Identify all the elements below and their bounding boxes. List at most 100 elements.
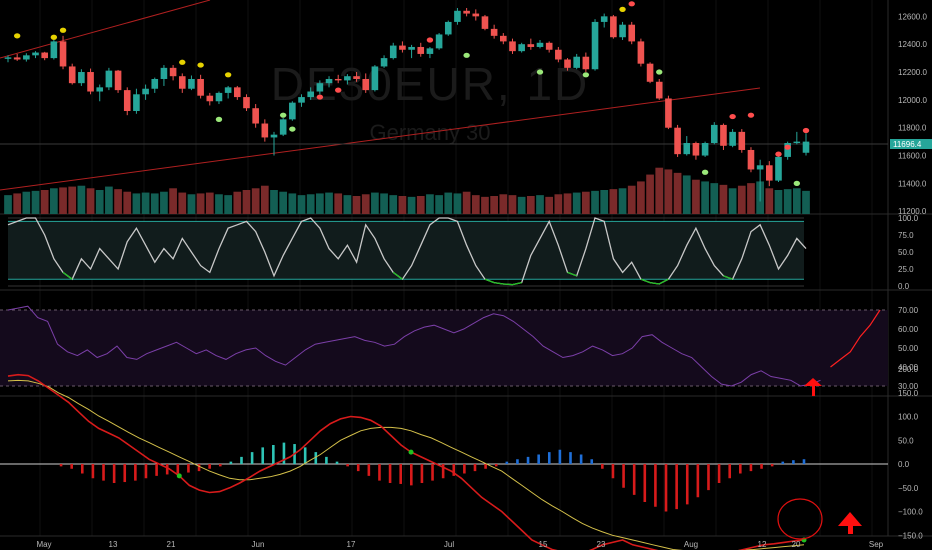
candle-body	[279, 119, 287, 135]
candle-body	[500, 35, 507, 42]
candle-body	[472, 13, 480, 17]
date-tick-label: 17	[347, 540, 356, 549]
macd-histogram-bar	[80, 464, 84, 474]
signal-dot	[316, 94, 324, 100]
volume-bar	[600, 190, 609, 214]
signal-dot	[628, 1, 635, 7]
stochastic-oversold-segment	[649, 281, 660, 285]
date-tick-label: 20	[792, 540, 801, 549]
macd-histogram-bar	[325, 456, 328, 464]
candle-body	[123, 90, 131, 111]
signal-dot	[224, 72, 232, 78]
macd-tick-label: 100.0	[898, 413, 919, 422]
macd-histogram-bar	[739, 464, 742, 474]
macd-histogram	[59, 442, 806, 512]
macd-histogram-bar	[526, 456, 530, 464]
signal-dot	[426, 37, 434, 43]
candle-body	[582, 56, 590, 70]
candle-body	[417, 46, 425, 54]
macd-histogram-bar	[463, 464, 466, 474]
volume-bar	[508, 195, 517, 214]
candle-body	[96, 87, 104, 92]
price-tick-label: 11200.0	[898, 207, 927, 216]
candle-body	[701, 143, 709, 156]
candle-body	[408, 46, 415, 50]
stochastic-oversold-segment	[512, 281, 522, 286]
last-price-label: 11696.4	[893, 140, 922, 149]
signal-dot	[656, 69, 663, 75]
macd-histogram-bar	[569, 452, 572, 464]
candle-body	[527, 44, 535, 47]
macd-histogram-bar	[410, 464, 413, 486]
macd-tick-label: −50.0	[898, 484, 919, 493]
volume-bar	[526, 196, 535, 214]
signal-dot	[197, 62, 204, 68]
candle-body	[371, 66, 379, 91]
volume-bar	[609, 189, 618, 214]
macd-histogram-bar	[632, 464, 636, 495]
macd-histogram-bar	[356, 464, 360, 472]
candle-body	[555, 49, 562, 60]
volume-bar	[517, 196, 526, 214]
macd-histogram-bar	[303, 447, 307, 464]
signal-dot	[50, 34, 58, 40]
macd-histogram-bar	[685, 464, 689, 505]
volume-bar	[50, 188, 58, 214]
macd-histogram-bar	[208, 464, 211, 469]
macd-histogram-bar	[760, 464, 763, 469]
volume-bar	[618, 188, 627, 214]
signal-dot	[279, 112, 287, 118]
volume-bar	[40, 190, 49, 214]
candle-body	[389, 45, 397, 59]
stochastic-oversold-segment	[484, 278, 495, 284]
macd-histogram-bar	[272, 445, 275, 464]
candle-body	[215, 92, 223, 102]
candle-body	[334, 78, 342, 81]
candle-body	[756, 165, 764, 170]
signal-dot	[215, 116, 223, 122]
macd-signal-line	[7, 379, 805, 550]
trendline-upper	[0, 0, 211, 59]
candle-body	[41, 52, 48, 59]
price-tick-label: 12600.0	[898, 12, 927, 21]
signal-dot	[289, 126, 296, 132]
candle-body	[610, 16, 617, 38]
candle-body	[399, 45, 406, 50]
candle-body	[316, 83, 324, 92]
candle-body	[426, 48, 434, 54]
signal-dot	[701, 169, 709, 175]
last-price-tag	[890, 139, 932, 149]
volume-bar	[132, 193, 141, 214]
volume-bar	[334, 193, 343, 214]
macd-histogram-bar	[420, 464, 424, 483]
watermark-symbol: DE30EUR, 1D	[271, 58, 590, 110]
volume-bar	[719, 184, 728, 214]
candle-body	[380, 58, 388, 67]
macd-histogram-bar	[601, 464, 604, 469]
macd-histogram-bar	[165, 464, 169, 475]
candle-body	[655, 81, 663, 99]
volume-bar	[453, 193, 462, 214]
volume-bar	[68, 186, 77, 214]
volume-bar	[59, 187, 67, 214]
signal-dot	[335, 87, 342, 93]
candle-body	[298, 97, 305, 103]
candle-body	[178, 76, 186, 89]
macd-histogram-bar	[250, 452, 254, 464]
candle-body	[307, 91, 314, 98]
volume-bar	[31, 190, 40, 214]
macd-histogram-bar	[155, 464, 158, 476]
volume-bar	[655, 167, 664, 214]
macd-histogram-bar	[144, 464, 148, 479]
macd-histogram-bar	[494, 464, 498, 467]
macd-histogram-bar	[590, 459, 594, 464]
signal-dot	[463, 52, 470, 58]
stochastic-oversold-segment	[62, 271, 73, 280]
macd-histogram-bar	[441, 464, 445, 479]
candle-body	[23, 55, 30, 60]
volume-bar	[169, 188, 177, 214]
macd-histogram-bar	[505, 461, 509, 464]
up-arrow-annotation-macd	[838, 512, 862, 534]
